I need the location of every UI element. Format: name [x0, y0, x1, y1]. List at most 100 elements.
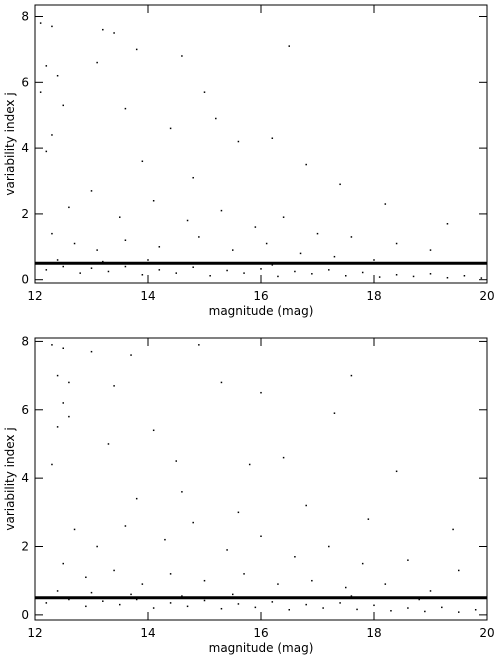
data-point	[226, 269, 228, 272]
data-point	[124, 265, 127, 268]
data-point	[169, 127, 172, 130]
data-point	[282, 216, 285, 218]
data-point	[96, 249, 98, 251]
data-point	[113, 569, 115, 572]
data-point	[361, 271, 364, 274]
y-axis-label: variability index j	[3, 427, 17, 530]
data-point	[181, 491, 183, 493]
data-point	[73, 528, 76, 531]
data-point	[186, 605, 189, 608]
data-point	[141, 160, 144, 163]
data-point	[158, 269, 161, 271]
y-tick-label: 8	[21, 334, 29, 348]
data-point	[68, 598, 70, 601]
data-point	[164, 538, 166, 541]
data-point	[390, 610, 392, 612]
x-tick-label: 14	[140, 626, 155, 640]
data-point	[62, 104, 64, 107]
data-point	[446, 276, 449, 279]
data-point	[395, 274, 398, 276]
data-point	[203, 599, 206, 602]
data-point	[203, 91, 206, 93]
data-point	[113, 32, 115, 34]
data-point	[90, 190, 93, 192]
data-point	[429, 249, 432, 251]
data-point	[62, 562, 64, 565]
data-point	[271, 137, 274, 139]
x-axis-label: magnitude (mag)	[209, 641, 314, 655]
data-point	[102, 260, 104, 263]
x-tick-label: 16	[253, 289, 268, 303]
data-point	[288, 45, 290, 47]
data-point	[350, 236, 353, 238]
data-point	[305, 603, 307, 606]
data-point	[339, 183, 341, 186]
y-tick-label: 2	[21, 207, 29, 221]
data-point	[45, 150, 48, 153]
data-point	[243, 272, 245, 274]
data-point	[232, 249, 234, 251]
plot-frame	[34, 337, 488, 621]
data-point	[277, 583, 279, 585]
x-tick-label: 14	[140, 289, 155, 303]
data-point	[141, 583, 144, 585]
y-tick-label: 4	[21, 471, 29, 485]
data-point	[192, 521, 194, 524]
data-point	[288, 608, 290, 611]
data-point	[333, 412, 336, 414]
data-point	[367, 518, 370, 520]
data-point	[130, 593, 132, 596]
data-point	[198, 236, 200, 238]
data-point	[220, 607, 223, 610]
data-point	[316, 232, 319, 235]
data-point	[186, 219, 189, 222]
data-point	[152, 429, 155, 432]
x-tick-label: 12	[27, 289, 42, 303]
data-point	[458, 569, 460, 572]
data-point	[107, 270, 110, 273]
data-point	[361, 562, 364, 565]
data-point	[237, 140, 240, 143]
data-point	[458, 611, 460, 613]
data-point	[62, 402, 64, 404]
data-point	[141, 274, 144, 276]
data-point	[220, 209, 223, 212]
data-point	[237, 511, 240, 514]
data-point	[169, 602, 172, 604]
data-point	[215, 117, 217, 120]
data-point	[68, 206, 70, 209]
data-point	[169, 573, 172, 575]
data-point	[480, 277, 483, 279]
data-point	[124, 107, 127, 110]
data-point	[62, 347, 64, 350]
data-point	[102, 600, 104, 602]
data-point	[56, 374, 59, 377]
data-point	[452, 528, 454, 531]
data-point	[124, 239, 127, 241]
data-point	[254, 606, 257, 609]
data-point	[68, 415, 70, 418]
data-point	[294, 556, 296, 558]
data-point	[299, 252, 302, 255]
data-point	[119, 603, 121, 606]
data-point	[135, 48, 138, 51]
data-point	[68, 381, 70, 384]
data-point	[429, 590, 432, 592]
data-point	[474, 608, 477, 611]
y-tick-label: 6	[21, 75, 29, 89]
data-point	[378, 276, 381, 278]
data-point	[305, 504, 307, 507]
data-point	[446, 223, 449, 225]
data-point	[305, 163, 307, 166]
data-point	[271, 264, 274, 266]
data-point	[175, 460, 177, 462]
data-point	[175, 272, 177, 274]
data-point	[463, 275, 466, 277]
y-tick-label: 6	[21, 403, 29, 417]
y-tick-label: 8	[21, 10, 29, 24]
data-point	[254, 226, 257, 228]
x-axis-label: magnitude (mag)	[209, 304, 314, 318]
data-point	[424, 610, 426, 613]
data-point	[232, 593, 234, 596]
